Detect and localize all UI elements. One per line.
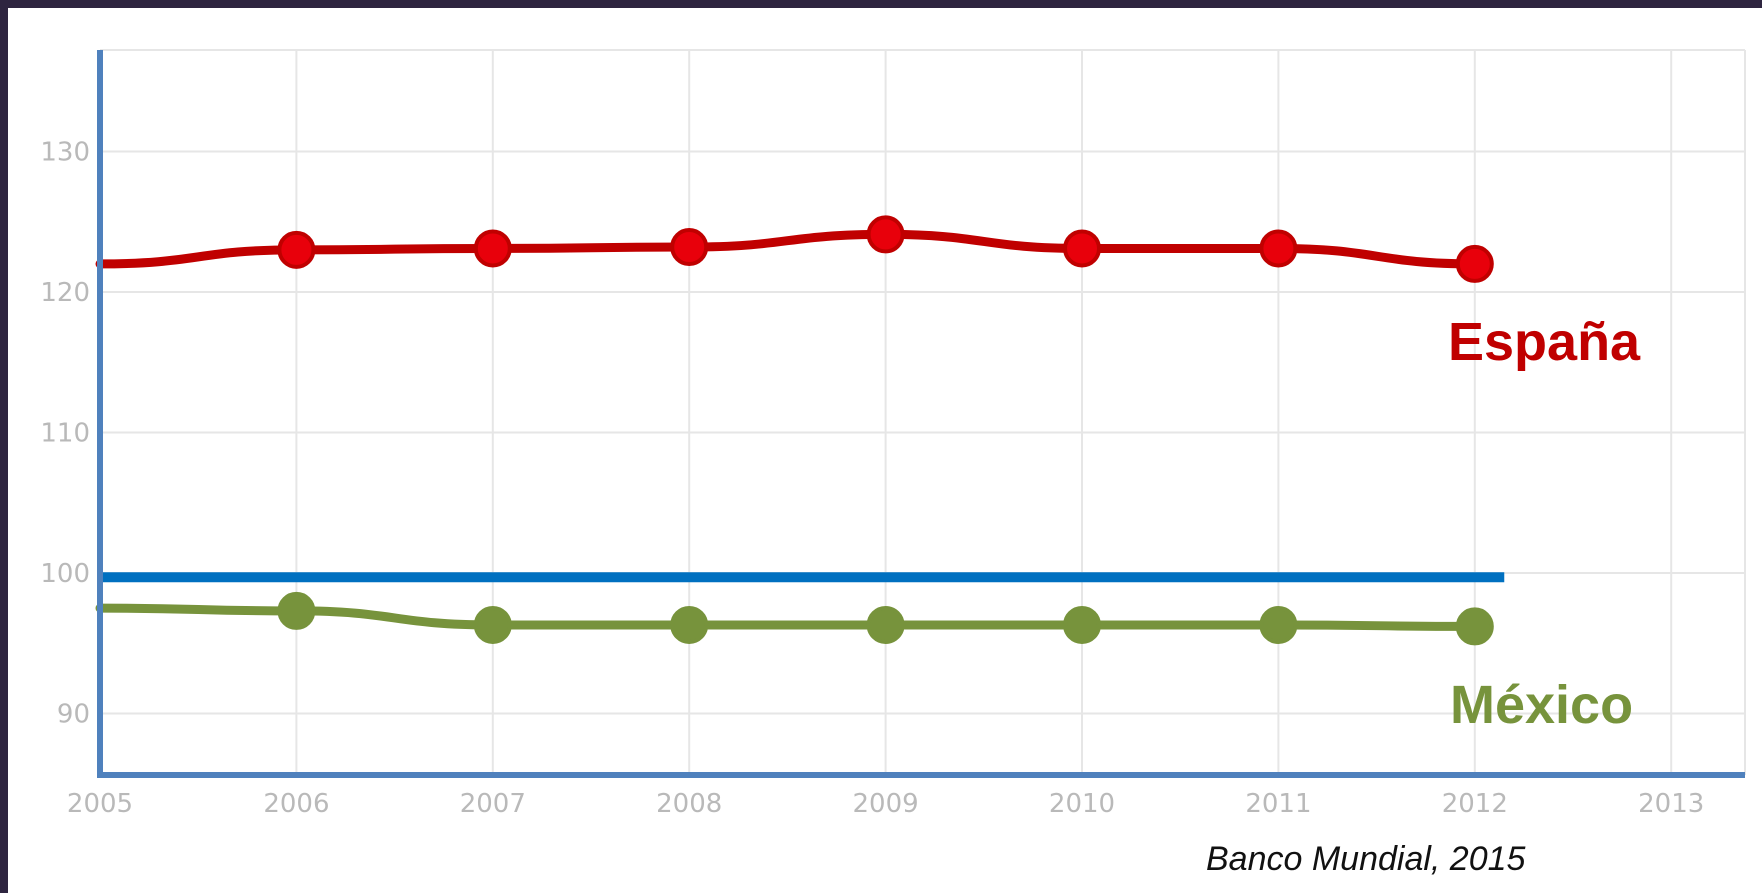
data-point-espana-2012 xyxy=(1455,244,1494,283)
data-point-mexico-2010 xyxy=(1063,605,1101,644)
data-point-espana-2006 xyxy=(277,230,316,269)
y-tick-label-120: 120 xyxy=(40,278,90,308)
data-point-espana-2011 xyxy=(1259,229,1298,268)
axes xyxy=(97,50,1745,778)
series-line-mexico xyxy=(95,603,1480,631)
data-point-espana-2010 xyxy=(1063,229,1101,268)
data-point-mexico-2007 xyxy=(473,605,512,644)
x-tick-label-2013: 2013 xyxy=(1638,789,1704,819)
series-label-mexico: México xyxy=(1450,675,1633,735)
data-point-espana-2008 xyxy=(670,228,709,267)
data-point-espana-2009 xyxy=(866,215,905,254)
x-tick-label-2009: 2009 xyxy=(853,789,919,819)
data-point-mexico-2009 xyxy=(866,605,905,644)
series-group xyxy=(95,215,1494,646)
data-point-mexico-2008 xyxy=(670,605,709,644)
tick-labels: 2005 2006 2007 2008 2009 2010 2011 2012 2013 90 10… xyxy=(40,138,1704,820)
x-tick-label-2008: 2008 xyxy=(656,789,722,819)
x-tick-label-2006: 2006 xyxy=(263,789,329,819)
data-point-espana-2007 xyxy=(473,229,512,268)
y-tick-label-100: 100 xyxy=(40,559,90,589)
data-point-mexico-2012 xyxy=(1455,607,1494,646)
x-tick-label-2005: 2005 xyxy=(67,789,133,819)
x-tick-label-2007: 2007 xyxy=(460,789,526,819)
y-tick-label-90: 90 xyxy=(57,700,90,730)
x-tick-label-2012: 2012 xyxy=(1442,789,1508,819)
series-line-espana xyxy=(95,229,1480,269)
x-tick-label-2010: 2010 xyxy=(1049,789,1115,819)
y-tick-label-130: 130 xyxy=(40,138,90,168)
data-point-mexico-2011 xyxy=(1259,605,1298,644)
source-caption: Banco Mundial, 2015 xyxy=(1206,840,1526,878)
data-point-mexico-2006 xyxy=(277,591,316,630)
y-tick-label-110: 110 xyxy=(40,419,90,449)
x-tick-label-2011: 2011 xyxy=(1245,789,1311,819)
series-label-espana: España xyxy=(1448,312,1641,372)
